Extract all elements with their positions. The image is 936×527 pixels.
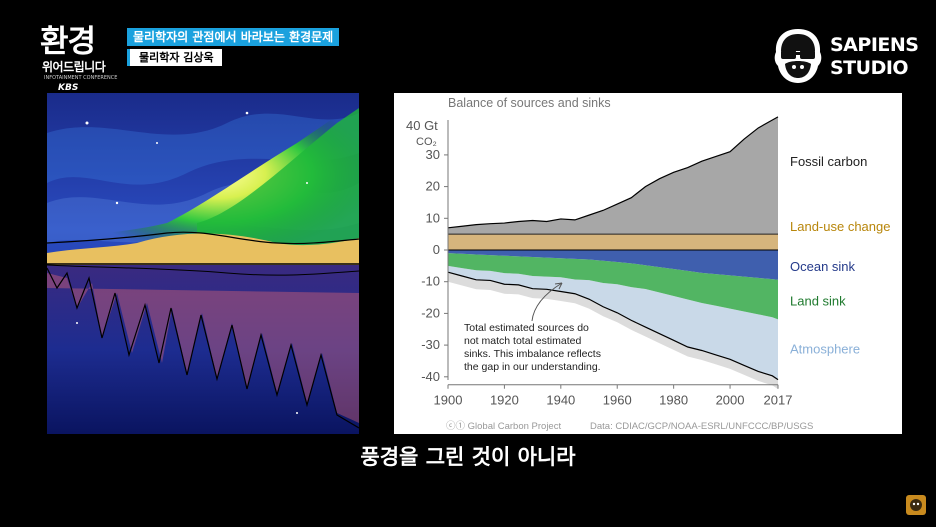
channel-badge-icon [906, 495, 926, 515]
y-tick-label: -20 [421, 305, 440, 320]
area-atmosphere [448, 265, 778, 380]
studio-logo-line2: STUDIO [830, 57, 909, 79]
show-logo-subtitle: 위어드립니다 [42, 60, 106, 74]
series-label: Fossil carbon [790, 154, 867, 169]
y-tick-label: -40 [421, 369, 440, 384]
video-subtitle: 풍경을 그린 것이 아니라 [360, 445, 576, 469]
y-label-top: 40 Gt [406, 118, 438, 133]
annotation-arrowhead [554, 282, 563, 290]
y-tick-label: 0 [433, 242, 440, 257]
y-tick-label: -10 [421, 274, 440, 289]
x-tick-label: 2017 [764, 393, 793, 408]
series-label: Atmosphere [790, 341, 860, 356]
chart-artwork-painting [47, 93, 359, 434]
y-label-unit: CO₂ [416, 136, 437, 148]
x-tick-label: 1960 [603, 393, 632, 408]
annotation-line: Total estimated sources do [464, 322, 589, 334]
plot-area [447, 116, 779, 390]
x-tick-label: 1980 [659, 393, 688, 408]
series-label: Ocean sink [790, 259, 856, 274]
area-land-use-change [448, 234, 778, 250]
line-fossil-carbon [447, 116, 779, 229]
x-tick-label: 1940 [546, 393, 575, 408]
carbon-balance-chart: Balance of sources and sinks 40 Gt CO₂ 3… [394, 93, 902, 434]
show-logo-tagline: INFOTAINMENT CONFERENCE [44, 75, 118, 81]
studio-logo-line1: SAPIENS [830, 34, 919, 56]
caption-speaker: 물리학자 김상욱 [127, 49, 222, 66]
area-imbalance [448, 272, 778, 390]
source-left: Global Carbon Project [468, 421, 562, 432]
x-tick-label: 1900 [434, 393, 463, 408]
axes: 30 20 10 0 -10 -20 -30 -40 1900 1920 1940 1960 1980 2… [421, 120, 792, 408]
x-tick-label: 2000 [716, 393, 745, 408]
broadcaster-logo: KBS [58, 83, 79, 93]
line-atmosphere [447, 271, 779, 381]
annotation-line: the gap in our understanding. [464, 361, 601, 373]
annotation-line: not match total estimated [464, 335, 581, 347]
series-label: Land-use change [790, 219, 890, 234]
y-tick-label: 20 [426, 179, 440, 194]
series-labels: Fossil carbon Land-use change Ocean sink La… [790, 154, 890, 356]
source-data: Data: CDIAC/GCP/NOAA-ESRL/UNFCCC/BP/USGS [590, 421, 813, 432]
y-tick-label: 30 [426, 147, 440, 162]
y-tick-label: 10 [426, 210, 440, 225]
area-fossil-carbon [448, 116, 778, 235]
series-label: Land sink [790, 294, 846, 309]
area-ocean-sink [448, 250, 778, 280]
source-credit: ⓒ① Global Carbon Project [446, 421, 561, 432]
gorilla-icon [774, 29, 822, 83]
y-tick-label: -30 [421, 337, 440, 352]
area-land-sink [448, 253, 778, 320]
show-logo-title: 환경 [40, 24, 96, 60]
studio-logo: SAPIENS STUDIO [770, 26, 919, 86]
caption-title: 물리학자의 관점에서 바라보는 환경문제 [127, 28, 340, 46]
annotation-arrow [531, 282, 563, 322]
chart-title: Balance of sources and sinks [448, 96, 611, 110]
annotation-line: sinks. This imbalance reflects [464, 348, 601, 360]
show-logo: 환경 위어드립니다 INFOTAINMENT CONFERENCE KBS [38, 14, 128, 94]
x-tick-label: 1920 [490, 393, 519, 408]
